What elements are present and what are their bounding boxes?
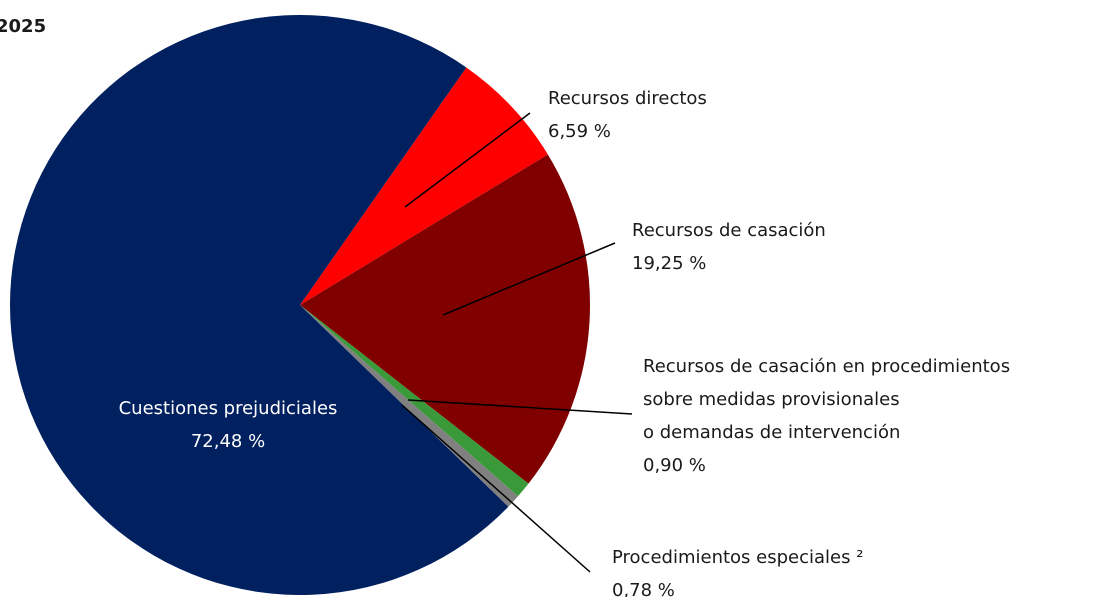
chart-title: 2025 — [0, 16, 46, 37]
slice-label: sobre medidas provisionales — [643, 389, 900, 410]
leader-line — [404, 112, 531, 208]
leader-line — [407, 399, 633, 415]
value-label: 72,48 % — [191, 431, 265, 452]
leader-line — [442, 242, 616, 316]
slice-label: Recursos de casación en procedimientos — [643, 356, 1010, 377]
slice-label: o demandas de intervención — [643, 422, 900, 443]
value-label: 19,25 % — [632, 253, 706, 274]
value-label: 0,78 % — [612, 580, 675, 597]
pie-slice — [300, 67, 548, 305]
slice-label: Recursos directos — [548, 88, 707, 109]
pie-slice — [10, 14, 509, 596]
value-label: 6,59 % — [548, 121, 611, 142]
slice-label: Cuestiones prejudiciales — [119, 398, 338, 419]
slice-label: Procedimientos especiales ² — [612, 547, 863, 568]
leader-line — [401, 404, 591, 573]
value-label: 0,90 % — [643, 455, 706, 476]
slice-label: Recursos de casación — [632, 220, 826, 241]
pie-slice — [300, 154, 590, 484]
pie-slice — [300, 305, 518, 507]
